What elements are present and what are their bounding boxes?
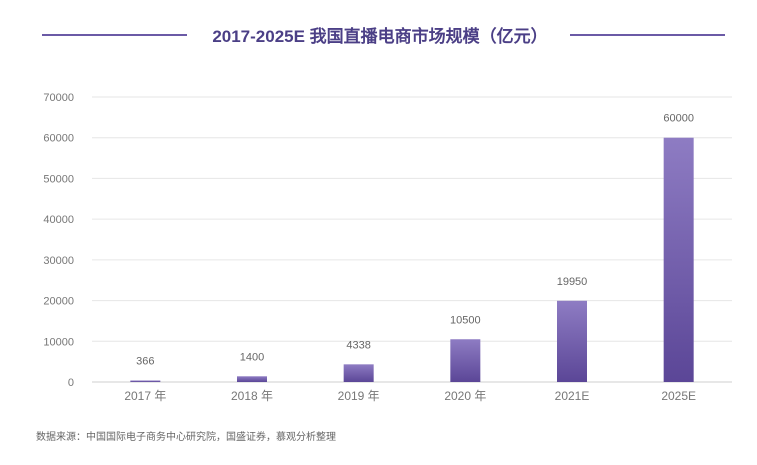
bar xyxy=(343,364,374,382)
y-tick-label: 50000 xyxy=(43,173,74,185)
y-tick-label: 70000 xyxy=(43,92,74,104)
y-tick-label: 40000 xyxy=(43,214,74,226)
bar xyxy=(237,376,267,382)
bar xyxy=(557,300,587,382)
title-divider-right xyxy=(570,34,725,36)
y-tick-label: 60000 xyxy=(43,133,74,145)
y-tick-label: 10000 xyxy=(43,336,74,348)
y-tick-label: 0 xyxy=(68,377,74,389)
chart-title: 2017-2025E 我国直播电商市场规模（亿元） xyxy=(212,27,548,46)
data-label: 19950 xyxy=(557,276,588,288)
bar xyxy=(663,137,694,382)
y-tick-label: 20000 xyxy=(43,296,74,308)
y-axis-ticks: 0 10000 20000 30000 40000 50000 60000 70000 xyxy=(43,92,74,389)
data-label: 4338 xyxy=(346,339,370,351)
data-labels: 366 1400 4338 10500 19950 60000 xyxy=(136,113,694,368)
bar xyxy=(450,339,481,382)
data-label: 1400 xyxy=(240,351,264,363)
source-note: 数据来源：中国国际电子商务中心研究院，国盛证券，慕观分析整理 xyxy=(36,432,336,443)
data-label: 10500 xyxy=(450,314,481,326)
bars xyxy=(130,137,694,382)
x-tick-label: 2019 年 xyxy=(338,389,380,403)
y-tick-label: 30000 xyxy=(43,255,74,267)
data-label: 60000 xyxy=(663,113,694,125)
x-tick-label: 2021E xyxy=(555,389,590,403)
bar xyxy=(130,380,161,382)
title-divider-left xyxy=(42,34,187,36)
x-tick-label: 2017 年 xyxy=(124,389,166,403)
title-row: 2017-2025E 我国直播电商市场规模（亿元） xyxy=(0,20,757,50)
x-tick-label: 2025E xyxy=(661,389,696,403)
x-tick-label: 2018 年 xyxy=(231,389,273,403)
x-tick-label: 2020 年 xyxy=(444,389,486,403)
x-axis-ticks: 2017 年 2018 年 2019 年 2020 年 2021E 2025E xyxy=(124,389,696,403)
data-label: 366 xyxy=(136,356,154,368)
gridlines xyxy=(92,96,732,383)
